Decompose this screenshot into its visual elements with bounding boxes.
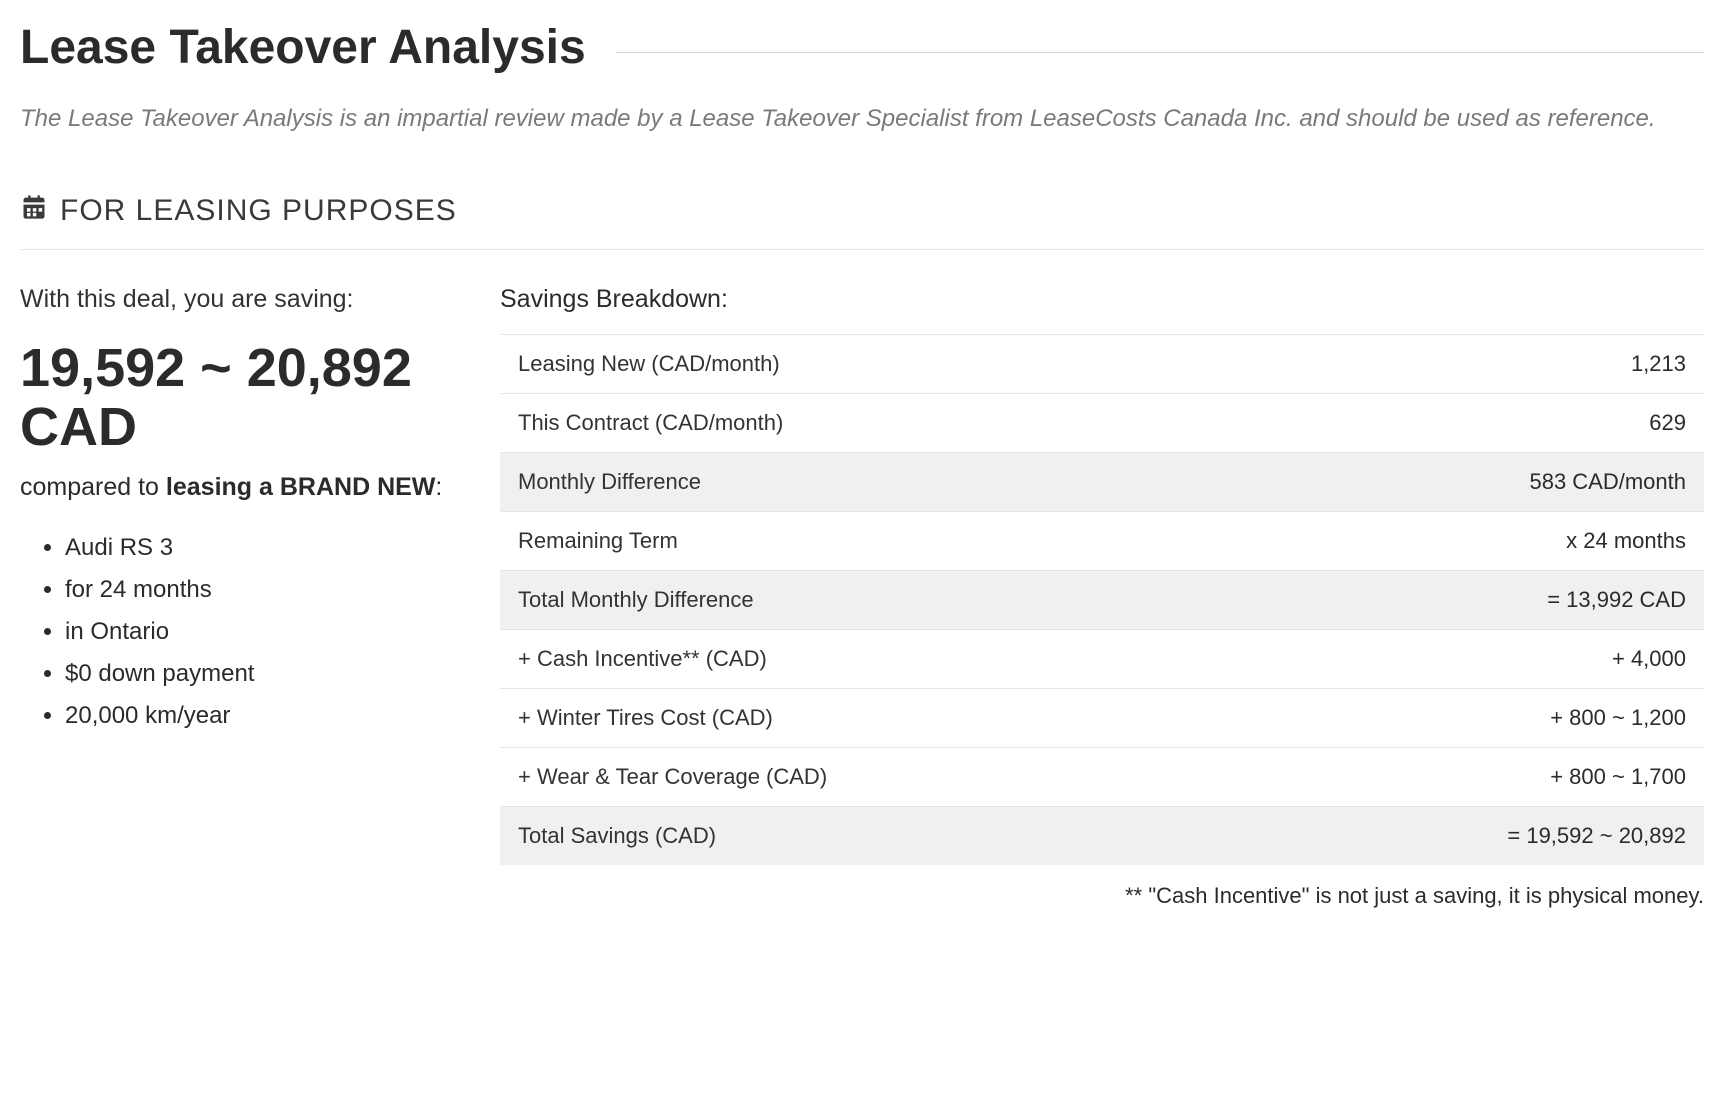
list-item: Audi RS 3 [65,527,460,569]
row-value: = 13,992 CAD [1238,571,1704,630]
compared-line: compared to leasing a BRAND NEW: [20,473,460,502]
row-label: + Wear & Tear Coverage (CAD) [500,748,1238,807]
table-row: Leasing New (CAD/month)1,213 [500,335,1704,394]
row-label: Monthly Difference [500,453,1238,512]
row-value: 1,213 [1238,335,1704,394]
list-item: $0 down payment [65,653,460,695]
compared-suffix: : [435,473,442,501]
list-item: 20,000 km/year [65,695,460,737]
content-columns: With this deal, you are saving: 19,592 ~… [20,285,1704,909]
row-value: = 19,592 ~ 20,892 [1238,807,1704,866]
row-value: + 800 ~ 1,700 [1238,748,1704,807]
comparison-bullets: Audi RS 3 for 24 months in Ontario $0 do… [20,527,460,737]
row-value: x 24 months [1238,512,1704,571]
table-row: Total Monthly Difference= 13,992 CAD [500,571,1704,630]
saving-intro: With this deal, you are saving: [20,285,460,314]
row-label: + Cash Incentive** (CAD) [500,630,1238,689]
table-row: + Winter Tires Cost (CAD)+ 800 ~ 1,200 [500,689,1704,748]
row-value: 629 [1238,394,1704,453]
row-value: + 800 ~ 1,200 [1238,689,1704,748]
saving-amount-line2: CAD [20,398,460,457]
row-label: Leasing New (CAD/month) [500,335,1238,394]
row-label: Total Monthly Difference [500,571,1238,630]
section-label: FOR LEASING PURPOSES [60,194,457,228]
compared-bold: leasing a BRAND NEW [166,473,435,501]
breakdown-title: Savings Breakdown: [500,285,1704,314]
row-value: + 4,000 [1238,630,1704,689]
breakdown-table: Leasing New (CAD/month)1,213This Contrac… [500,334,1704,865]
saving-amount: 19,592 ~ 20,892 CAD [20,339,460,458]
section-header: FOR LEASING PURPOSES [20,193,1704,250]
list-item: for 24 months [65,569,460,611]
saving-amount-line1: 19,592 ~ 20,892 [20,339,460,398]
footnote: ** "Cash Incentive" is not just a saving… [500,883,1704,909]
table-row: + Cash Incentive** (CAD)+ 4,000 [500,630,1704,689]
row-value: 583 CAD/month [1238,453,1704,512]
table-row: + Wear & Tear Coverage (CAD)+ 800 ~ 1,70… [500,748,1704,807]
table-row: Total Savings (CAD)= 19,592 ~ 20,892 [500,807,1704,866]
page-title: Lease Takeover Analysis [20,20,1704,75]
table-row: Remaining Termx 24 months [500,512,1704,571]
table-row: Monthly Difference583 CAD/month [500,453,1704,512]
table-row: This Contract (CAD/month)629 [500,394,1704,453]
right-column: Savings Breakdown: Leasing New (CAD/mont… [500,285,1704,909]
title-rule [616,52,1704,53]
list-item: in Ontario [65,611,460,653]
page-subtitle: The Lease Takeover Analysis is an impart… [20,105,1704,133]
compared-prefix: compared to [20,473,166,501]
row-label: This Contract (CAD/month) [500,394,1238,453]
row-label: Remaining Term [500,512,1238,571]
left-column: With this deal, you are saving: 19,592 ~… [20,285,460,737]
page-title-text: Lease Takeover Analysis [20,20,586,75]
calendar-icon [20,193,48,229]
row-label: Total Savings (CAD) [500,807,1238,866]
row-label: + Winter Tires Cost (CAD) [500,689,1238,748]
